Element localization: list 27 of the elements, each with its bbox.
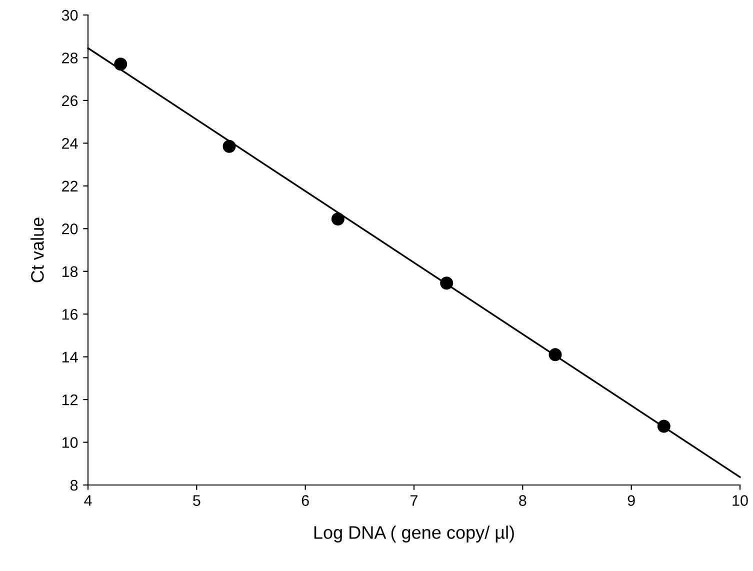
point — [548, 348, 562, 362]
y-tick-label: 28 — [62, 52, 78, 64]
y-axis-title: Ct value — [30, 218, 44, 282]
y-tick-label: 22 — [62, 180, 78, 192]
x-axis-title: Log DNA ( gene copy/ µl) — [314, 526, 514, 542]
x-tick-label: 10 — [732, 495, 748, 506]
y-tick-label: 26 — [62, 95, 78, 106]
x-tick-label: 7 — [410, 495, 418, 506]
y-tick-label: 16 — [62, 308, 78, 320]
point — [440, 276, 454, 290]
y-tick-label: 12 — [62, 394, 78, 406]
y-tick-label: 24 — [62, 138, 78, 149]
y-tick-label: 18 — [62, 266, 78, 278]
y-tick-label: 20 — [62, 224, 78, 234]
x-tick-label: 6 — [302, 495, 309, 506]
point — [657, 420, 670, 433]
y-tick-label: 30 — [62, 10, 78, 21]
y-tick-label: 14 — [62, 352, 78, 362]
x-tick-label: 5 — [193, 495, 200, 506]
point — [114, 58, 128, 71]
x-tick-label: 9 — [628, 495, 635, 506]
x-tick-label: 4 — [84, 495, 92, 506]
x-tick-label: 8 — [519, 495, 526, 506]
y-tick-label: 8 — [70, 480, 78, 491]
point — [222, 140, 236, 153]
y-tick-label: 10 — [62, 437, 78, 448]
point — [331, 212, 344, 226]
